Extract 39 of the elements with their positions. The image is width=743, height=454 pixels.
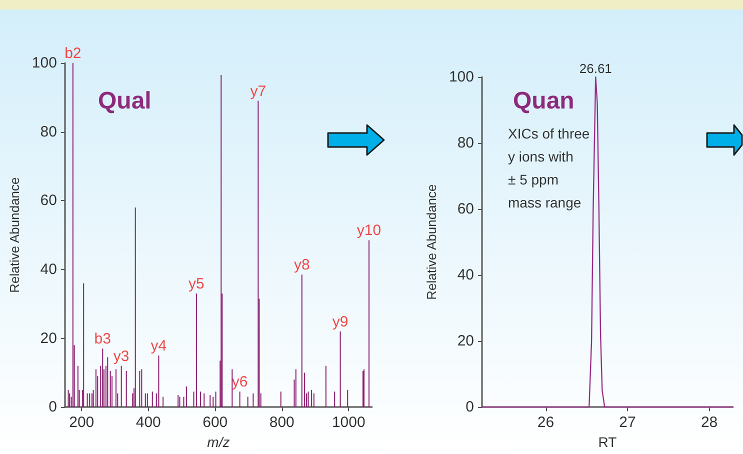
- annotation: y8: [294, 256, 310, 274]
- y-tick-label: 80: [40, 123, 57, 140]
- y-axis-title: Relative Abundance: [424, 184, 440, 300]
- x-axis-title: RT: [598, 434, 618, 450]
- y-tick-label: 0: [48, 398, 57, 416]
- x-tick-label: 200: [69, 414, 94, 432]
- x-tick-label: 800: [269, 414, 294, 432]
- y-tick-label: 20: [457, 332, 474, 350]
- annotation: y7: [250, 82, 266, 100]
- annotation: XICs of three y ions with ± 5 ppm mass range: [508, 126, 590, 210]
- y-tick-label: 20: [40, 330, 57, 347]
- annotation: y6: [232, 374, 248, 391]
- y-tick-label: 40: [40, 260, 57, 278]
- y-tick-label: 60: [40, 192, 57, 210]
- annotation: b2: [64, 45, 82, 62]
- annotation: y9: [332, 313, 348, 330]
- x-tick-label: 1000: [332, 414, 366, 432]
- annotation: 26.61: [579, 61, 612, 76]
- chart-title: Quan: [513, 88, 574, 114]
- y-tick-label: 40: [457, 266, 474, 284]
- line-series: [481, 76, 734, 408]
- x-tick-label: 27: [619, 414, 636, 432]
- y-tick-label: 0: [466, 398, 474, 416]
- y-tick-label: 100: [448, 68, 474, 86]
- y-axis-title: Relative Abundance: [7, 177, 22, 293]
- annotation: y3: [113, 348, 130, 365]
- x-axis-title: m/z: [207, 434, 230, 450]
- x-tick-label: 400: [136, 414, 161, 432]
- annotation: y10: [356, 222, 382, 240]
- x-tick-label: 26: [537, 414, 554, 432]
- y-tick-label: 80: [457, 134, 474, 152]
- text: Qual: [98, 88, 152, 114]
- annotation: y5: [188, 276, 204, 293]
- y-tick-label: 60: [457, 200, 474, 218]
- annotation: y4: [150, 337, 167, 354]
- y-tick-label: 100: [32, 54, 57, 72]
- x-tick-label: 28: [700, 414, 718, 432]
- annotation: b3: [94, 330, 111, 348]
- x-tick-label: 600: [202, 414, 228, 432]
